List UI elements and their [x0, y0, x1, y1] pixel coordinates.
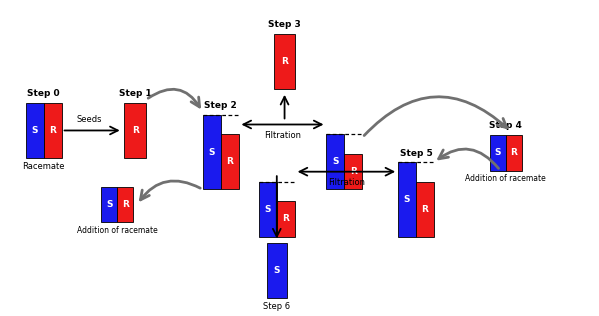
- Text: R: R: [422, 205, 428, 214]
- Text: Step 1: Step 1: [119, 89, 152, 98]
- Bar: [267, 243, 287, 298]
- Bar: [101, 187, 117, 222]
- Text: Step 2: Step 2: [204, 101, 237, 110]
- Text: Addition of racemate: Addition of racemate: [77, 226, 158, 235]
- Text: S: S: [494, 148, 501, 157]
- Text: R: R: [350, 167, 357, 176]
- Bar: [326, 134, 344, 190]
- Text: S: S: [332, 157, 338, 167]
- Text: Seeds: Seeds: [77, 115, 102, 124]
- Text: Addition of racemate: Addition of racemate: [465, 174, 546, 183]
- FancyArrowPatch shape: [364, 97, 507, 136]
- FancyArrowPatch shape: [140, 181, 200, 200]
- Text: R: R: [122, 200, 129, 209]
- Bar: [220, 134, 238, 190]
- FancyArrowPatch shape: [438, 149, 498, 168]
- Text: S: S: [32, 126, 38, 135]
- Bar: [398, 162, 416, 237]
- Text: Racemate: Racemate: [23, 162, 65, 171]
- Text: S: S: [265, 205, 271, 214]
- Bar: [489, 135, 506, 171]
- Text: S: S: [106, 200, 113, 209]
- Bar: [277, 201, 295, 237]
- Text: S: S: [274, 266, 280, 275]
- Bar: [26, 103, 44, 158]
- Bar: [44, 103, 62, 158]
- Bar: [125, 103, 146, 158]
- Text: R: R: [510, 148, 517, 157]
- Text: Step 0: Step 0: [28, 89, 60, 98]
- Text: Step 3: Step 3: [268, 20, 301, 29]
- Text: Step 6: Step 6: [263, 302, 291, 311]
- Text: R: R: [49, 126, 56, 135]
- Text: R: R: [226, 157, 233, 167]
- Text: S: S: [404, 195, 410, 204]
- Bar: [117, 187, 134, 222]
- Bar: [274, 34, 295, 89]
- Text: Step 4: Step 4: [489, 121, 522, 130]
- FancyArrowPatch shape: [148, 89, 199, 107]
- Text: Step 5: Step 5: [400, 149, 432, 158]
- Bar: [416, 182, 434, 237]
- Text: R: R: [281, 57, 288, 66]
- Bar: [344, 154, 362, 190]
- Text: S: S: [208, 148, 215, 157]
- Text: R: R: [282, 214, 289, 223]
- Bar: [202, 115, 220, 190]
- Text: Filtration: Filtration: [264, 131, 301, 140]
- Bar: [259, 182, 277, 237]
- Text: R: R: [132, 126, 138, 135]
- Bar: [506, 135, 522, 171]
- Text: Filtration: Filtration: [328, 178, 365, 187]
